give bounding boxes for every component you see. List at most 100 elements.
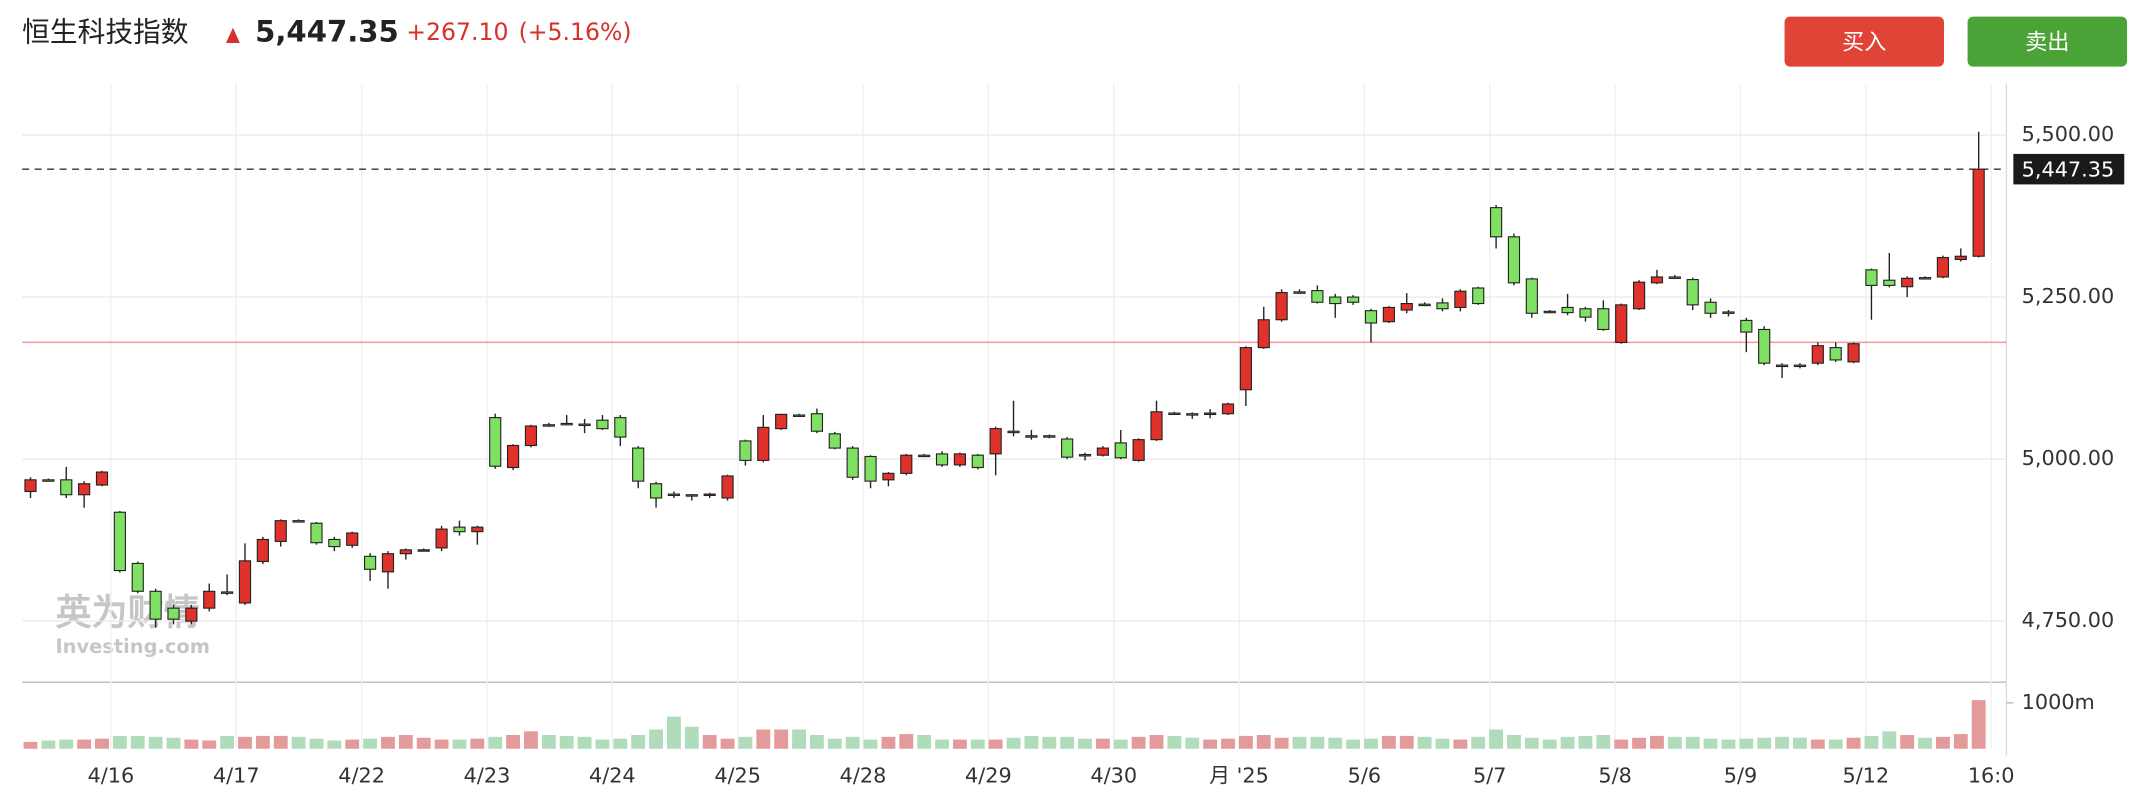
- volume-bar: [863, 739, 878, 749]
- candle-body: [1400, 302, 1413, 311]
- candle-body: [1150, 411, 1163, 441]
- candle-body: [78, 483, 91, 496]
- volume-bar: [1078, 738, 1092, 749]
- volume-bar: [166, 737, 181, 749]
- candle-body: [1865, 269, 1878, 286]
- index-name: 恒生科技指数: [22, 15, 188, 48]
- volume-bar: [845, 736, 860, 749]
- volume-bar: [202, 740, 217, 749]
- volume-bar: [112, 735, 127, 749]
- volume-bar: [1167, 735, 1182, 749]
- candle-body: [935, 453, 949, 466]
- volume-bar: [917, 734, 932, 749]
- x-tick-label: 5/7: [1473, 764, 1506, 788]
- volume-bar: [95, 738, 109, 749]
- candle-body: [42, 479, 55, 482]
- volume-bar: [398, 734, 413, 749]
- volume-bar: [649, 729, 663, 749]
- candle-body: [60, 479, 73, 496]
- y-tick-label: 5,250.00: [2022, 284, 2115, 308]
- candle-body: [24, 479, 37, 493]
- candle-body: [918, 454, 931, 458]
- candle-body: [1204, 412, 1217, 416]
- candle-body: [417, 549, 430, 552]
- candle-body: [167, 607, 180, 620]
- volume-bar: [1739, 738, 1754, 749]
- buy-label[interactable]: 买入: [1842, 29, 1886, 55]
- change-pct: (+5.16%): [519, 18, 632, 46]
- volume-bar: [1221, 738, 1235, 749]
- candle-body: [1043, 435, 1056, 438]
- candle-body: [1632, 281, 1646, 310]
- volume-bar: [416, 737, 431, 749]
- volume-bar: [559, 735, 574, 749]
- candle-body: [292, 520, 305, 523]
- volume-bar: [238, 736, 252, 749]
- candle-body: [1061, 438, 1074, 458]
- volume-bar: [827, 738, 842, 749]
- volume-bar: [792, 729, 806, 749]
- volume-bar: [1328, 737, 1343, 749]
- volume-bar: [434, 739, 449, 749]
- candle-body: [489, 417, 502, 467]
- candle-body: [703, 493, 716, 497]
- volume-bar: [970, 739, 985, 749]
- candle-body: [203, 590, 216, 609]
- candle-body: [1007, 430, 1020, 434]
- buy-button[interactable]: 买入: [1784, 16, 1945, 67]
- candle-body: [1579, 308, 1592, 318]
- x-tick-label: 4/17: [213, 764, 260, 788]
- volume-bar: [1650, 735, 1664, 749]
- volume-bar: [1274, 737, 1289, 749]
- y-tick-label: 5,500.00: [2022, 122, 2115, 146]
- candle-body: [1436, 302, 1449, 310]
- volume-bar: [470, 738, 485, 749]
- volume-bar: [684, 726, 699, 749]
- volume-bar: [1524, 737, 1539, 749]
- volume-bar: [881, 736, 896, 749]
- x-tick-label: 4/24: [589, 764, 636, 788]
- volume-bar: [1381, 735, 1396, 749]
- candle-body: [328, 538, 341, 548]
- volume-bar: [184, 739, 199, 749]
- candle-body: [1454, 290, 1467, 308]
- candle-body: [846, 447, 859, 478]
- candle-body: [1722, 311, 1735, 314]
- volume-bar: [273, 735, 288, 749]
- candle-body: [828, 433, 841, 449]
- sell-button[interactable]: 卖出: [1967, 16, 2128, 67]
- candle-body: [1615, 304, 1628, 343]
- sell-label[interactable]: 卖出: [2025, 29, 2069, 55]
- volume-bar: [1256, 734, 1271, 749]
- candle-body: [1847, 343, 1860, 363]
- x-tick-label: 4/16: [88, 764, 135, 788]
- candle-body: [1883, 279, 1896, 286]
- candle-body: [900, 454, 913, 474]
- volume-bar: [1113, 739, 1128, 749]
- candle-body: [274, 520, 287, 542]
- candle-body: [1168, 412, 1181, 416]
- candle-body: [1543, 310, 1556, 314]
- candle-body: [614, 417, 627, 438]
- volume-bar: [309, 738, 324, 749]
- volume-bar: [988, 739, 1003, 749]
- candle-body: [471, 526, 484, 533]
- volume-bar: [1918, 737, 1932, 749]
- volume-bar: [1507, 734, 1521, 749]
- candle-body: [113, 511, 126, 572]
- volume-bar: [1453, 739, 1468, 749]
- candle-body: [632, 447, 645, 482]
- volume-bar: [524, 731, 538, 749]
- candle-body: [95, 471, 109, 486]
- volume-bar: [1024, 735, 1039, 749]
- volume-bar: [1882, 731, 1897, 749]
- candle-body: [1686, 279, 1699, 306]
- candle-body: [1775, 364, 1789, 368]
- candle-body: [1936, 256, 1950, 278]
- volume-bar: [130, 735, 145, 749]
- candle-body: [882, 472, 895, 481]
- candle-body: [953, 453, 967, 466]
- candle-body: [649, 483, 663, 499]
- volume-bar: [1596, 734, 1611, 749]
